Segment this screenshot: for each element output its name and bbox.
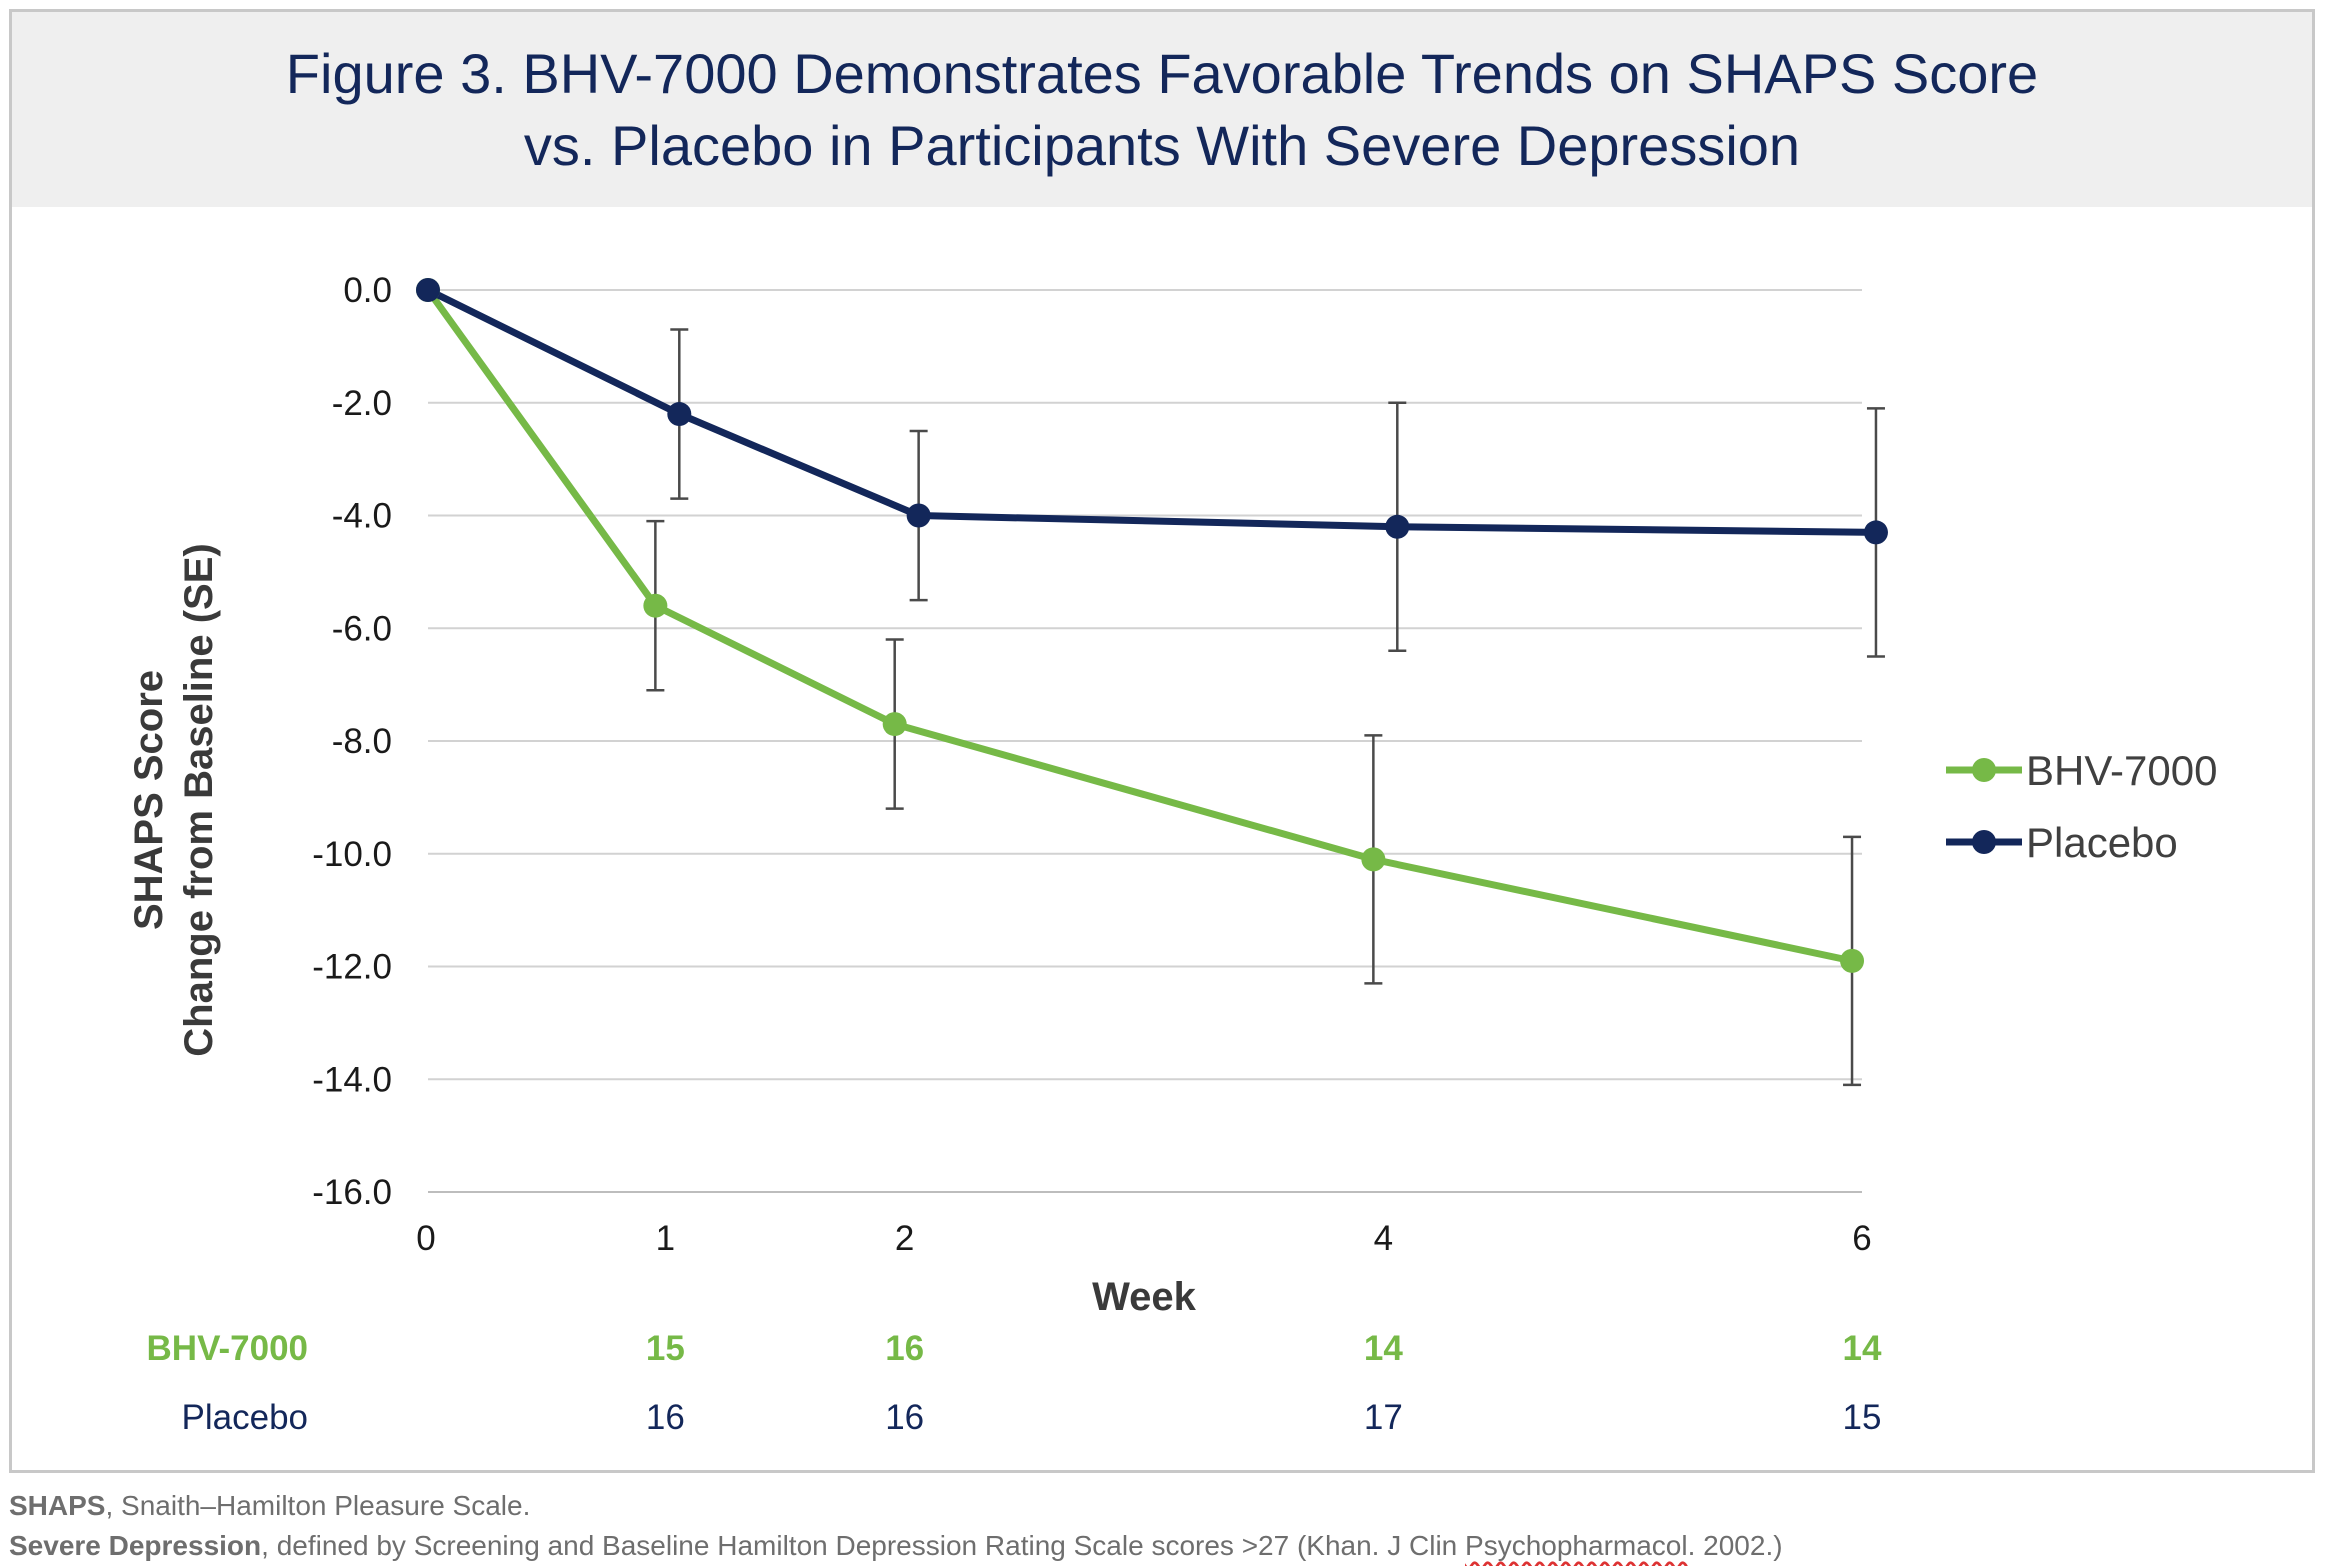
legend-marker: [1972, 758, 1996, 782]
footnote-2-term: Severe Depression: [9, 1530, 262, 1561]
legend-label: Placebo: [2026, 819, 2178, 866]
legend-marker: [1972, 830, 1996, 854]
bhv-7000-data-point: [1840, 948, 1865, 973]
footnote-2: Severe Depression, defined by Screening …: [9, 1526, 2319, 1566]
chart-svg: 0.0-2.0-4.0-6.0-8.0-10.0-12.0-14.0-16.0 …: [127, 271, 2217, 1437]
placebo-data-point: [667, 402, 692, 427]
footnote-2-text-c: . 2002.): [1687, 1530, 1783, 1561]
y-tick-layer: 0.0 -2.0 -4.0 -6.0 -8.0 -10.0 -12.0 -14.0 -16.0: [312, 271, 392, 1212]
legend-label: BHV-7000: [2026, 747, 2217, 794]
bhv-7000-data-point: [643, 593, 668, 618]
n-value: 16: [885, 1398, 924, 1437]
title-band: Figure 3. BHV-7000 Demonstrates Favorabl…: [12, 12, 2312, 207]
figure-frame: Figure 3. BHV-7000 Demonstrates Favorabl…: [9, 9, 2315, 1473]
y-tick-label: -2.0: [332, 384, 392, 423]
placebo-data-point: [906, 503, 931, 528]
placebo-data-point: [1385, 514, 1410, 539]
x-tick-label: 1: [656, 1219, 675, 1258]
x-tick-label: 0: [416, 1219, 435, 1258]
footnote-2-text-a: , defined by Screening and Baseline Hami…: [261, 1530, 1466, 1561]
x-tick-label: 6: [1852, 1219, 1871, 1258]
x-tick-layer: 0 1 2 4 6: [416, 1219, 1871, 1258]
y-tick-label: -12.0: [312, 948, 392, 987]
y-tick-label: 0.0: [343, 271, 392, 310]
bhv-7000-data-point: [882, 712, 907, 737]
footnote-1: SHAPS, Snaith–Hamilton Pleasure Scale.: [9, 1486, 2319, 1526]
placebo-data-point: [416, 278, 440, 302]
x-axis-title: Week: [1092, 1275, 1197, 1319]
y-tick-label: -6.0: [332, 609, 392, 648]
legend: BHV-7000 Placebo: [1946, 747, 2217, 866]
y-tick-label: -16.0: [312, 1173, 392, 1212]
footnote-1-text: , Snaith–Hamilton Pleasure Scale.: [105, 1490, 531, 1521]
y-tick-label: -14.0: [312, 1060, 392, 1099]
footnote-2-journal: Psychopharmacol: [1465, 1530, 1688, 1561]
bhv-7000-data-point: [1361, 847, 1386, 872]
series-line-bhv-7000: [425, 287, 1853, 965]
series-layer: [416, 278, 1888, 1087]
n-value: 15: [646, 1329, 685, 1368]
n-table: BHV-7000 15 16 14 14 Placebo 16 16 17 15: [147, 1329, 1882, 1437]
n-value: 14: [1364, 1329, 1403, 1368]
n-row-label: BHV-7000: [147, 1329, 308, 1368]
x-tick-label: 2: [895, 1219, 914, 1258]
n-value: 16: [646, 1398, 685, 1437]
n-value: 16: [885, 1329, 924, 1368]
series-line-placebo: [426, 286, 1877, 536]
y-axis-title-line-1: SHAPS Score: [127, 670, 171, 930]
y-axis-title-line-2: Change from Baseline (SE): [177, 543, 221, 1056]
n-value: 17: [1364, 1398, 1403, 1437]
x-tick-label: 4: [1374, 1219, 1393, 1258]
footnotes: SHAPS, Snaith–Hamilton Pleasure Scale. S…: [9, 1486, 2319, 1566]
y-tick-label: -4.0: [332, 497, 392, 536]
n-value: 15: [1843, 1398, 1882, 1437]
n-value: 14: [1843, 1329, 1882, 1368]
figure-title-line-1: Figure 3. BHV-7000 Demonstrates Favorabl…: [285, 41, 2039, 105]
n-row-label: Placebo: [182, 1398, 308, 1437]
footnote-1-term: SHAPS: [9, 1490, 106, 1521]
y-tick-label: -10.0: [312, 835, 392, 874]
grid-layer: [428, 289, 1862, 1193]
placebo-data-point: [1863, 520, 1888, 545]
y-tick-label: -8.0: [332, 722, 392, 761]
figure-title-line-2: vs. Placebo in Participants With Severe …: [523, 113, 1801, 177]
